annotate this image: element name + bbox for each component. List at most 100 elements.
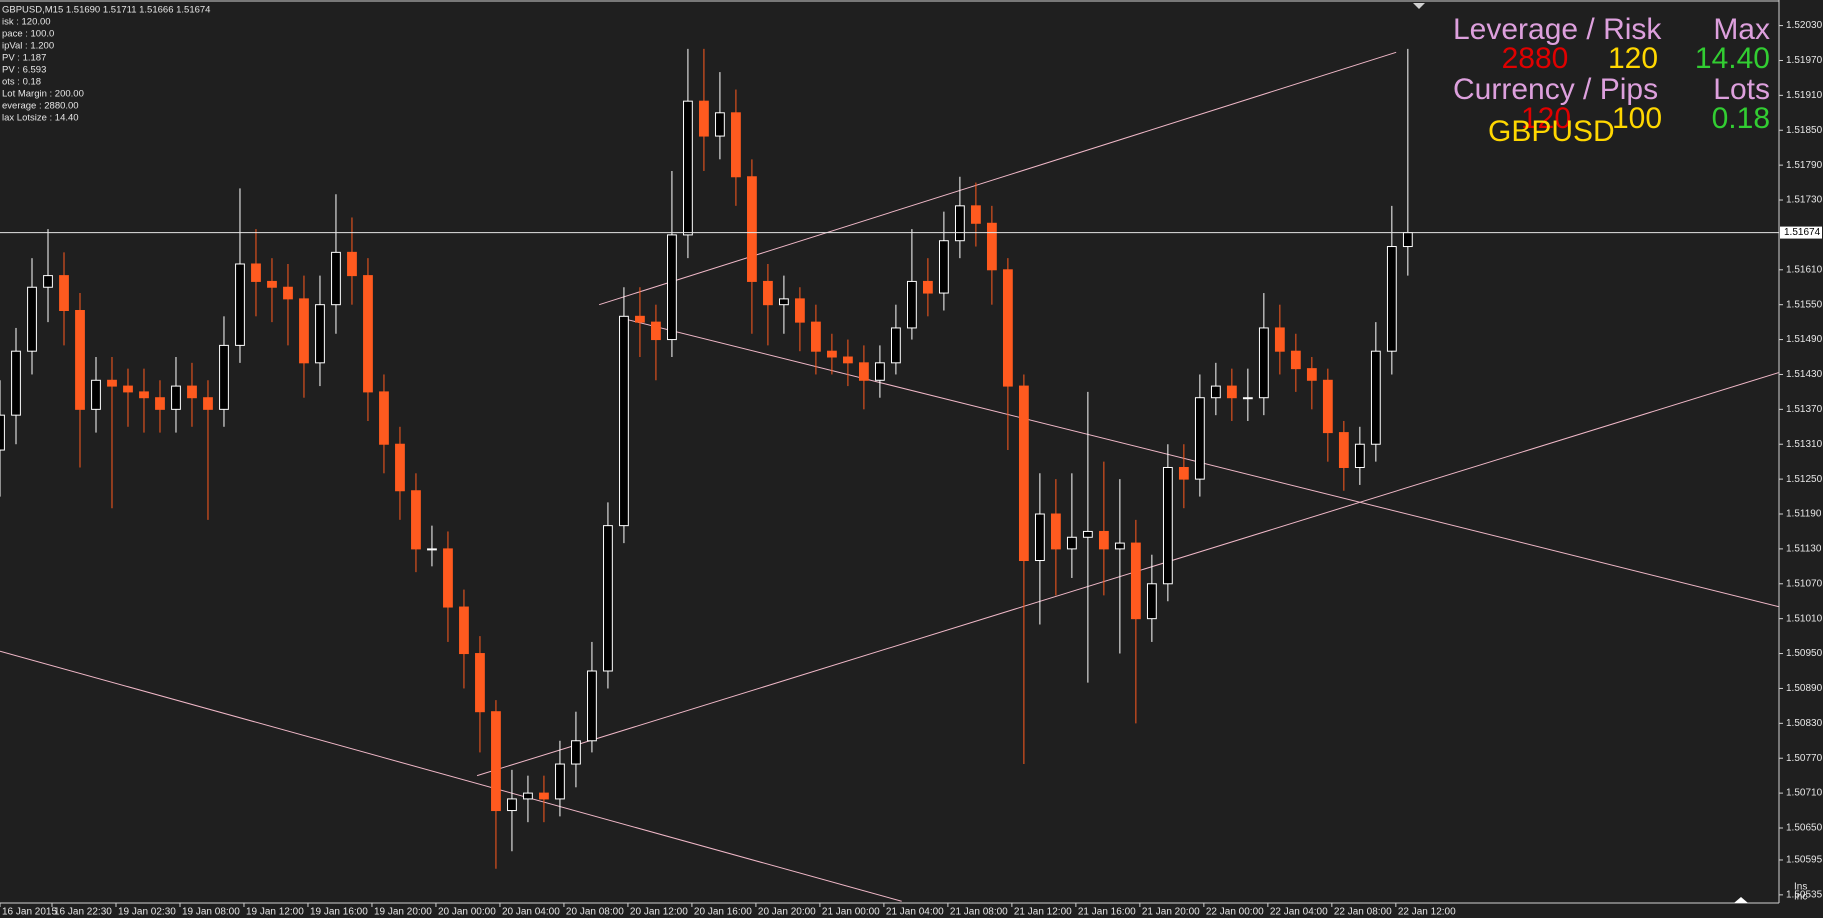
- candle-body: [1018, 385, 1029, 562]
- candle-body: [251, 263, 261, 282]
- x-tick-label: 19 Jan 12:00: [246, 907, 304, 918]
- candle-body: [299, 298, 309, 364]
- candle-body: [1274, 327, 1285, 352]
- y-tick-label: 1.50950: [1786, 648, 1823, 659]
- candle-body: [1034, 513, 1045, 562]
- y-tick-label: 1.51910: [1786, 90, 1823, 101]
- info-line: ots : 0.18: [2, 77, 41, 88]
- panel-label: Lots: [1713, 73, 1770, 106]
- y-tick-label: 1.51730: [1786, 195, 1823, 206]
- candle-body: [75, 309, 85, 410]
- candle-body: [443, 548, 453, 608]
- candle-body: [1402, 232, 1413, 248]
- panel-value: 120: [1521, 102, 1571, 135]
- candle-body: [91, 379, 101, 410]
- candle-body: [331, 251, 341, 306]
- y-tick-label: 1.51430: [1786, 369, 1823, 380]
- corner-text: Ins: [1794, 882, 1807, 893]
- candle-body: [1194, 397, 1205, 480]
- candle-body: [1242, 397, 1253, 400]
- y-tick-label: 1.51970: [1786, 55, 1823, 66]
- scroll-marker: [1734, 897, 1748, 903]
- candle-body: [203, 397, 213, 410]
- candle-body: [1258, 327, 1269, 399]
- y-tick-label: 1.52030: [1786, 20, 1823, 31]
- candle-body: [395, 443, 405, 492]
- y-tick-label: 1.50710: [1786, 788, 1823, 799]
- candle-body: [954, 205, 965, 242]
- info-line: ipVal : 1.200: [2, 41, 54, 52]
- x-tick-label: 22 Jan 04:00: [1270, 907, 1328, 918]
- panel-symbol: GBPUSD: [1488, 115, 1615, 148]
- y-tick-label: 1.50890: [1786, 683, 1823, 694]
- y-tick-label: 1.50770: [1786, 753, 1823, 764]
- candle-body: [1322, 379, 1333, 434]
- candle-body: [1338, 432, 1349, 468]
- y-tick-label: 1.51070: [1786, 578, 1823, 589]
- candle-body: [555, 763, 565, 800]
- panel-value: 14.40: [1695, 42, 1770, 75]
- candle-body: [107, 379, 117, 387]
- y-tick-label: 1.51010: [1786, 613, 1823, 624]
- y-tick-label: 1.50830: [1786, 718, 1823, 729]
- candle-body: [363, 275, 373, 393]
- y-tick-label: 1.51190: [1786, 509, 1822, 520]
- candle-body: [875, 362, 885, 381]
- x-tick-label: 20 Jan 04:00: [502, 907, 560, 918]
- y-tick-label: 1.50650: [1786, 823, 1823, 834]
- y-tick-label: 1.51610: [1786, 264, 1823, 275]
- info-line: PV : 1.187: [2, 53, 46, 64]
- candle-body: [667, 234, 677, 341]
- y-tick-label: 1.51250: [1786, 474, 1823, 485]
- y-tick-label: 1.50535: [1786, 890, 1823, 901]
- candle-body: [1290, 350, 1301, 370]
- info-line: PV : 6.593: [2, 65, 46, 76]
- candle-body: [139, 391, 149, 399]
- candle-body: [779, 298, 789, 306]
- candle-body: [347, 251, 357, 277]
- trend-line: [476, 371, 1779, 777]
- candle-body: [267, 280, 277, 288]
- candle-body: [1066, 536, 1077, 550]
- candle-body: [922, 280, 933, 294]
- candle-body: [507, 798, 517, 812]
- candle-body: [571, 740, 581, 765]
- candle-body: [379, 391, 389, 445]
- candle-body: [1050, 513, 1061, 550]
- candle-body: [938, 240, 949, 294]
- candle-body: [1130, 542, 1141, 620]
- candle-body: [539, 792, 549, 800]
- x-tick-label: 19 Jan 08:00: [182, 907, 240, 918]
- candle-body: [603, 525, 613, 672]
- candle-body: [11, 350, 21, 416]
- x-tick-label: 20 Jan 20:00: [758, 907, 816, 918]
- candle-body: [651, 321, 661, 341]
- candle-body: [155, 397, 165, 410]
- y-tick-label: 1.51310: [1786, 439, 1823, 450]
- candle-body: [827, 350, 837, 358]
- trend-line: [0, 650, 902, 902]
- candle-body: [683, 100, 693, 236]
- candle-body: [1306, 368, 1317, 381]
- x-tick-label: 21 Jan 00:00: [822, 907, 880, 918]
- panel-value: 2880: [1502, 42, 1569, 75]
- x-tick-label: 16 Jan 22:30: [54, 907, 112, 918]
- candle-body: [1162, 466, 1173, 585]
- candle-body: [27, 286, 37, 352]
- candle-body: [59, 275, 69, 311]
- x-tick-label: 19 Jan 02:30: [118, 907, 176, 918]
- shift-marker: [1413, 3, 1425, 9]
- x-tick-label: 20 Jan 12:00: [630, 907, 688, 918]
- candle-body: [283, 286, 293, 300]
- x-tick-label: 21 Jan 20:00: [1142, 907, 1200, 918]
- candle-body: [427, 548, 437, 551]
- candle-body: [619, 315, 629, 527]
- panel-value: 100: [1612, 102, 1662, 135]
- x-tick-label: 22 Jan 00:00: [1206, 907, 1264, 918]
- x-tick-label: 21 Jan 08:00: [950, 907, 1008, 918]
- x-tick-label: 20 Jan 08:00: [566, 907, 624, 918]
- y-tick-label: 1.51130: [1786, 544, 1822, 555]
